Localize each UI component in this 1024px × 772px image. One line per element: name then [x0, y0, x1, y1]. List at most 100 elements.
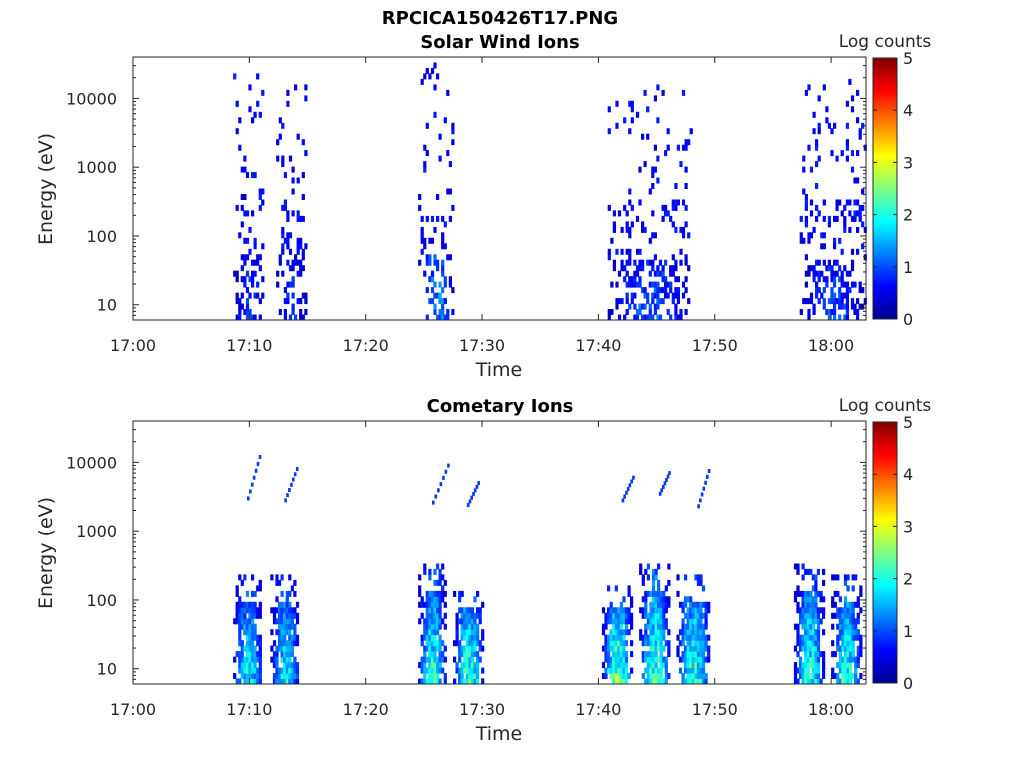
spectrogram-cell [827, 215, 831, 222]
spectrogram-cell [651, 314, 655, 321]
spectrogram-cell [238, 612, 242, 619]
spectrogram-cell [245, 210, 250, 217]
spectrogram-cell [659, 607, 663, 614]
spectrogram-cell [630, 667, 634, 674]
spectrogram-cell [654, 662, 658, 669]
spectrogram-cell [653, 303, 657, 310]
spectrogram-cell [836, 590, 840, 597]
spectrogram-cell [253, 601, 257, 608]
spectrogram-cell [799, 673, 803, 679]
spectrogram-cell [649, 590, 653, 597]
spectrogram-cell [283, 667, 287, 674]
spectrogram-cell [425, 634, 429, 641]
spectrogram-cell [438, 656, 442, 663]
spectrogram-cell [809, 590, 813, 597]
spectrogram-cell [689, 656, 693, 663]
spectrogram-cell [253, 645, 257, 652]
spectrogram-cell [812, 303, 816, 310]
spectrogram-cell [793, 623, 798, 630]
spectrogram-cell [248, 640, 252, 647]
spectrogram-cell [281, 226, 285, 233]
spectrogram-cell [610, 281, 614, 288]
spectrogram-cell [478, 656, 482, 663]
spectrogram-cell [293, 590, 297, 597]
spectrogram-cell [822, 607, 826, 614]
spectrogram-cell [468, 678, 472, 685]
spectrogram-cell [304, 243, 308, 250]
spectrogram-cell [430, 298, 435, 305]
spectrogram-cell [669, 314, 673, 321]
spectrogram-cell [275, 629, 279, 636]
spectrogram-cell [664, 656, 668, 663]
spectrogram-cell [686, 656, 690, 663]
spectrogram-cell [657, 678, 661, 685]
spectrogram-cell [809, 568, 813, 575]
spectrogram-cell [436, 314, 440, 321]
spectrogram-cell [804, 656, 808, 663]
spectrogram-cell [248, 662, 252, 669]
spectrogram-cell [478, 607, 482, 614]
spectrogram-cell [806, 678, 810, 685]
spectrogram-cell [240, 166, 244, 173]
spectrogram-cell [628, 100, 632, 107]
colorbar-tick-label: 2 [903, 570, 913, 589]
spectrogram-cell [301, 265, 305, 272]
spectrogram-cell [689, 601, 693, 608]
spectrogram-cell [849, 656, 853, 663]
spectrogram-cell [280, 678, 284, 685]
spectrogram-cell [261, 199, 265, 206]
spectrogram-cell [861, 188, 865, 195]
spectrogram-cell [704, 656, 708, 663]
spectrogram-cell [293, 667, 297, 674]
spectrogram-cell [425, 590, 429, 597]
spectrogram-cell [275, 574, 279, 581]
spectrogram-cell [657, 673, 661, 679]
spectrogram-cell [804, 651, 808, 658]
spectrogram-cell [843, 265, 847, 272]
spectrogram-cell [841, 618, 845, 625]
spectrogram-cell [644, 678, 648, 685]
spectrogram-cell [814, 612, 818, 619]
spectrogram-cell [258, 579, 262, 586]
spectrogram-cell [654, 568, 658, 575]
spectrogram-cell [689, 623, 693, 630]
spectrogram-cell [822, 612, 826, 619]
spectrogram-cell [615, 298, 619, 305]
spectrogram-cell [687, 139, 691, 146]
spectrogram-cell [833, 270, 837, 277]
spectrogram-cell [423, 166, 427, 173]
colorbar-tick-label: 3 [903, 153, 913, 172]
spectrogram-cell [458, 673, 462, 679]
spectrogram-cell [846, 634, 850, 641]
spectrogram-cell [838, 629, 842, 636]
spectrogram-data [233, 455, 863, 685]
spectrogram-cell [843, 645, 848, 652]
spectrogram-cell [281, 232, 285, 239]
spectrogram-cell [856, 314, 860, 321]
spectrogram-cell [468, 499, 472, 504]
spectrogram-cell [815, 183, 819, 189]
spectrogram-cell [664, 259, 668, 266]
spectrogram-cell [296, 210, 300, 217]
spectrogram-cell [651, 662, 656, 669]
spectrogram-cell [425, 254, 429, 261]
spectrogram-cell [296, 259, 300, 266]
spectrogram-cell [814, 579, 818, 586]
spectrogram-cell [240, 601, 244, 608]
spectrogram-cell [432, 500, 435, 505]
spectrogram-cell [809, 166, 814, 173]
spectrogram-cell [644, 607, 648, 614]
spectrogram-cell [470, 651, 475, 658]
spectrogram-cell [238, 678, 242, 685]
spectrogram-cell [235, 276, 239, 283]
spectrogram-cell [470, 612, 475, 619]
spectrogram-cell [628, 254, 632, 261]
spectrogram-cell [235, 651, 239, 658]
spectrogram-cell [696, 640, 700, 647]
spectrogram-cell [664, 210, 668, 217]
spectrogram-cell [291, 276, 295, 283]
spectrogram-cell [630, 479, 633, 484]
spectrogram-cell [802, 298, 806, 305]
spectrogram-cell [822, 596, 826, 603]
spectrogram-cell [420, 667, 424, 674]
